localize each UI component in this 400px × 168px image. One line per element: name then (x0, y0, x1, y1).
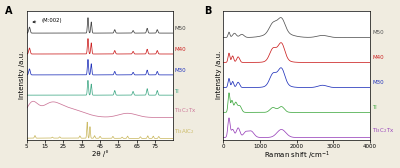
Text: M50: M50 (174, 26, 186, 31)
Text: M40: M40 (174, 47, 186, 52)
Text: Ti$_3$C$_2$Tx: Ti$_3$C$_2$Tx (174, 106, 197, 115)
Text: M50: M50 (372, 30, 384, 35)
Text: Ti: Ti (372, 105, 377, 110)
Y-axis label: Intensity /a.u.: Intensity /a.u. (19, 51, 25, 99)
Text: B: B (204, 6, 212, 16)
Text: M30: M30 (174, 68, 186, 73)
Text: (M:002): (M:002) (33, 18, 62, 23)
Text: M30: M30 (372, 80, 384, 85)
Text: M40: M40 (372, 55, 384, 60)
Text: Ti$_3$AlC$_2$: Ti$_3$AlC$_2$ (174, 127, 195, 136)
Text: Ti$_3$C$_2$Tx: Ti$_3$C$_2$Tx (372, 126, 394, 135)
Text: Ti: Ti (174, 89, 179, 94)
X-axis label: Raman shift /cm$^{-1}$: Raman shift /cm$^{-1}$ (264, 150, 330, 162)
Text: A: A (5, 6, 12, 16)
Y-axis label: Intensity /a.u.: Intensity /a.u. (216, 51, 222, 99)
X-axis label: 2θ /°: 2θ /° (92, 150, 108, 157)
